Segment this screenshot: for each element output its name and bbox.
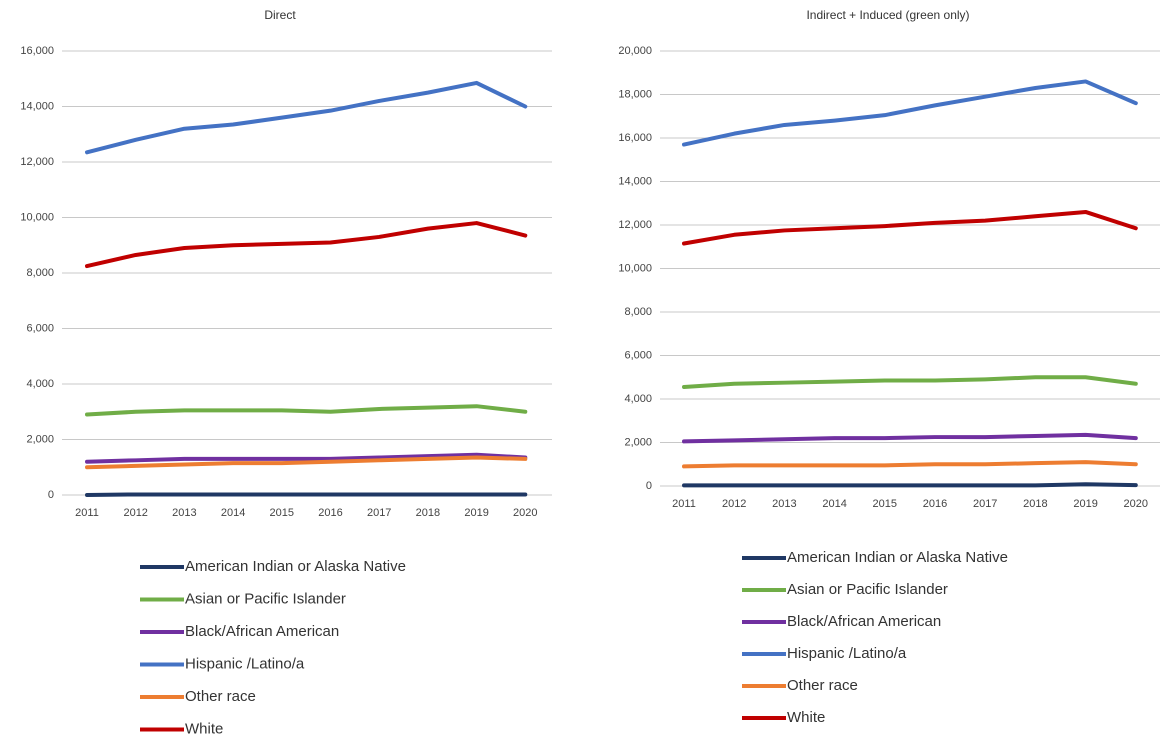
y-tick-label: 20,000 [618,45,652,57]
y-tick-label: 14,000 [20,100,54,112]
y-tick-label: 2,000 [624,436,652,448]
x-tick-label: 2013 [172,507,196,519]
legend-label: Black/African American [185,623,339,640]
y-tick-label: 2,000 [26,433,54,445]
x-tick-label: 2015 [873,498,897,510]
legend-label: Other race [787,677,858,694]
y-tick-label: 0 [646,480,652,492]
x-tick-label: 2020 [513,507,537,519]
legend-label: American Indian or Alaska Native [787,549,1008,566]
x-tick-label: 2020 [1124,498,1148,510]
x-tick-label: 2017 [973,498,997,510]
y-tick-label: 10,000 [618,262,652,274]
legend-label: White [185,720,223,737]
x-tick-label: 2016 [923,498,947,510]
x-tick-label: 2018 [416,507,440,519]
legend-label: Hispanic /Latino/a [787,645,907,662]
y-tick-label: 14,000 [618,175,652,187]
legend-label: White [787,709,825,726]
y-tick-label: 18,000 [618,88,652,100]
y-tick-label: 10,000 [20,211,54,223]
series-line [682,79,1138,147]
legend-label: Hispanic /Latino/a [185,655,305,672]
series-line [85,492,528,497]
series-line [85,404,528,417]
y-tick-label: 16,000 [618,132,652,144]
x-tick-label: 2019 [1073,498,1097,510]
y-tick-label: 4,000 [26,378,54,390]
legend-label: Asian or Pacific Islander [185,590,346,607]
x-tick-label: 2011 [672,498,696,510]
series-line [85,455,528,470]
series-line [682,460,1138,469]
y-tick-label: 12,000 [20,156,54,168]
x-tick-label: 2019 [464,507,488,519]
legend-label: Asian or Pacific Islander [787,581,948,598]
x-tick-label: 2018 [1023,498,1047,510]
legend-label: Other race [185,688,256,705]
y-tick-label: 6,000 [624,349,652,361]
legend-label: Black/African American [787,613,941,630]
chart-title: Indirect + Induced (green only) [806,8,969,22]
series-line [682,209,1138,246]
series-line [682,432,1138,444]
y-tick-label: 6,000 [26,322,54,334]
y-tick-label: 4,000 [624,393,652,405]
y-tick-label: 8,000 [624,306,652,318]
x-tick-label: 2012 [722,498,746,510]
series-line [85,80,528,155]
series-line [682,482,1138,488]
y-tick-label: 12,000 [618,219,652,231]
series-line [85,452,528,464]
x-tick-label: 2014 [822,498,846,510]
series-line [682,375,1138,390]
series-line [85,221,528,269]
chart-title: Direct [264,8,296,22]
x-tick-label: 2017 [367,507,391,519]
x-tick-label: 2011 [75,507,99,519]
x-tick-label: 2016 [318,507,342,519]
x-tick-label: 2015 [270,507,294,519]
legend-label: American Indian or Alaska Native [185,558,406,575]
x-tick-label: 2014 [221,507,245,519]
y-tick-label: 16,000 [20,45,54,57]
y-tick-label: 8,000 [26,267,54,279]
x-tick-label: 2013 [772,498,796,510]
y-tick-label: 0 [48,489,54,501]
x-tick-label: 2012 [123,507,147,519]
